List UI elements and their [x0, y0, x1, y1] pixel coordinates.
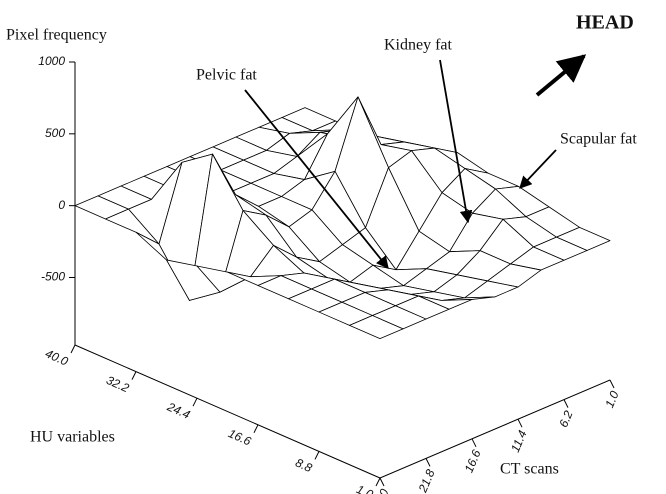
x-tick — [375, 477, 381, 487]
x-tick — [314, 451, 320, 460]
z-tick-label: 500 — [45, 126, 65, 140]
x-axis-label: HU variables — [30, 429, 115, 446]
y-tick — [609, 379, 615, 389]
x-tick-label: 32.2 — [104, 373, 131, 395]
arrow — [535, 54, 587, 97]
x-tick — [253, 424, 259, 434]
y-tick — [379, 477, 385, 487]
x-tick-label: 24.4 — [164, 399, 192, 422]
x-axis — [74, 344, 381, 479]
x-tick-label: 1.0 — [354, 482, 375, 494]
arrow — [244, 89, 389, 269]
annotation: Pelvic fat — [196, 67, 257, 84]
x-tick-label: 8.8 — [293, 455, 314, 475]
y-tick-label: 27.0 — [369, 487, 392, 494]
z-axis-label: Pixel frequency — [6, 27, 107, 44]
y-axis — [379, 379, 611, 479]
arrow — [439, 59, 473, 224]
y-tick — [471, 438, 477, 448]
surface-cell — [349, 315, 404, 340]
y-axis-label: CT scans — [500, 461, 559, 478]
x-tick — [131, 371, 137, 380]
y-tick-label: 11.4 — [508, 428, 530, 454]
y-tick-label: 1.0 — [602, 389, 622, 410]
y-tick-label: 6.2 — [556, 408, 576, 429]
arrow — [519, 149, 557, 189]
y-tick-label: 16.6 — [462, 447, 484, 474]
x-tick — [192, 397, 198, 407]
y-tick — [425, 458, 431, 467]
surface — [74, 96, 611, 340]
annotation: Scapular fat — [560, 131, 637, 148]
y-tick — [517, 418, 523, 428]
x-tick — [70, 344, 76, 354]
annotation: HEAD — [576, 12, 634, 34]
z-tick-label: 1000 — [38, 54, 65, 68]
annotation: Kidney fat — [384, 37, 453, 54]
y-tick-label: 21.8 — [415, 467, 438, 494]
y-tick — [563, 399, 569, 408]
z-tick-label: 0 — [58, 198, 65, 212]
x-tick-label: 40.0 — [43, 346, 70, 368]
x-tick-label: 16.6 — [226, 426, 253, 448]
z-tick-label: -500 — [41, 270, 65, 284]
